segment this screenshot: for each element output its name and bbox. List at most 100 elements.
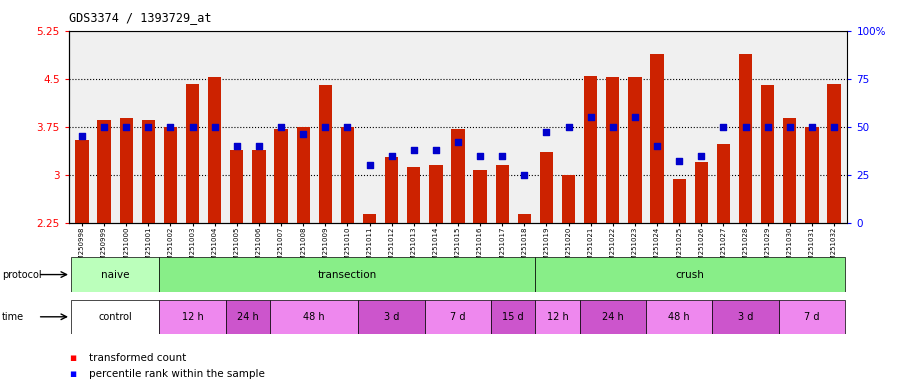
Point — [163, 124, 178, 130]
Point — [429, 147, 443, 153]
Bar — [430, 165, 442, 223]
Bar — [75, 139, 89, 223]
Text: 7 d: 7 d — [451, 312, 465, 322]
Bar — [385, 157, 398, 223]
Point — [97, 124, 112, 130]
Bar — [297, 127, 310, 223]
Bar — [628, 78, 641, 223]
Text: transformed count: transformed count — [89, 353, 186, 363]
Bar — [739, 55, 752, 223]
Bar — [186, 84, 199, 223]
Bar — [270, 300, 358, 334]
Point — [517, 172, 531, 178]
Point — [782, 124, 797, 130]
Bar — [606, 78, 619, 223]
Bar — [713, 300, 779, 334]
Point — [540, 129, 554, 136]
Bar — [120, 118, 133, 223]
Point — [562, 124, 576, 130]
Bar — [783, 118, 796, 223]
Text: 12 h: 12 h — [181, 312, 203, 322]
Point — [804, 124, 819, 130]
Bar — [717, 144, 730, 223]
Point — [407, 147, 421, 153]
Bar — [805, 127, 819, 223]
Text: 48 h: 48 h — [303, 312, 325, 322]
Bar — [159, 300, 225, 334]
Point — [252, 143, 267, 149]
Point — [827, 124, 842, 130]
Point — [318, 124, 333, 130]
Bar — [536, 257, 845, 292]
Point — [451, 139, 465, 145]
Text: naive: naive — [101, 270, 129, 280]
Bar — [496, 165, 509, 223]
Bar — [491, 300, 536, 334]
Bar — [164, 127, 177, 223]
Bar — [71, 300, 159, 334]
Text: control: control — [98, 312, 132, 322]
Point — [760, 124, 775, 130]
Bar — [159, 257, 536, 292]
Point — [495, 152, 509, 159]
Point — [230, 143, 245, 149]
Point — [141, 124, 156, 130]
Bar — [452, 129, 464, 223]
Bar — [425, 300, 491, 334]
Point — [473, 152, 487, 159]
Text: 48 h: 48 h — [669, 312, 690, 322]
Bar — [208, 78, 222, 223]
Text: crush: crush — [676, 270, 704, 280]
Point — [185, 124, 200, 130]
Bar — [225, 300, 270, 334]
Point — [296, 131, 311, 137]
Point — [119, 124, 134, 130]
Text: transection: transection — [318, 270, 377, 280]
Bar — [358, 300, 425, 334]
Bar — [672, 179, 686, 223]
Text: 7 d: 7 d — [804, 312, 820, 322]
Bar — [562, 175, 575, 223]
Text: time: time — [2, 312, 24, 322]
Bar — [650, 55, 664, 223]
Bar — [584, 76, 597, 223]
Bar — [694, 162, 708, 223]
Bar — [319, 85, 332, 223]
Text: ◾: ◾ — [69, 369, 76, 379]
Point — [694, 152, 709, 159]
Text: 3 d: 3 d — [738, 312, 753, 322]
Bar — [540, 152, 553, 223]
Point — [627, 114, 642, 120]
Bar — [363, 214, 376, 223]
Bar — [341, 127, 354, 223]
Text: protocol: protocol — [2, 270, 41, 280]
Text: 3 d: 3 d — [384, 312, 399, 322]
Point — [716, 124, 731, 130]
Text: percentile rank within the sample: percentile rank within the sample — [89, 369, 265, 379]
Text: GDS3374 / 1393729_at: GDS3374 / 1393729_at — [69, 12, 212, 25]
Bar — [142, 120, 155, 223]
Point — [605, 124, 620, 130]
Text: 24 h: 24 h — [602, 312, 624, 322]
Text: ◾: ◾ — [69, 353, 76, 363]
Point — [385, 152, 399, 159]
Point — [207, 124, 222, 130]
Text: 12 h: 12 h — [547, 312, 569, 322]
Bar — [97, 120, 111, 223]
Bar — [474, 170, 486, 223]
Bar — [275, 129, 288, 223]
Bar — [580, 300, 646, 334]
Point — [649, 143, 664, 149]
Point — [340, 124, 354, 130]
Point — [738, 124, 753, 130]
Bar — [646, 300, 713, 334]
Bar — [71, 257, 159, 292]
Bar — [761, 85, 774, 223]
Point — [583, 114, 598, 120]
Bar — [230, 151, 244, 223]
Bar — [827, 84, 841, 223]
Bar — [252, 151, 266, 223]
Bar — [407, 167, 420, 223]
Point — [362, 162, 376, 168]
Bar — [779, 300, 845, 334]
